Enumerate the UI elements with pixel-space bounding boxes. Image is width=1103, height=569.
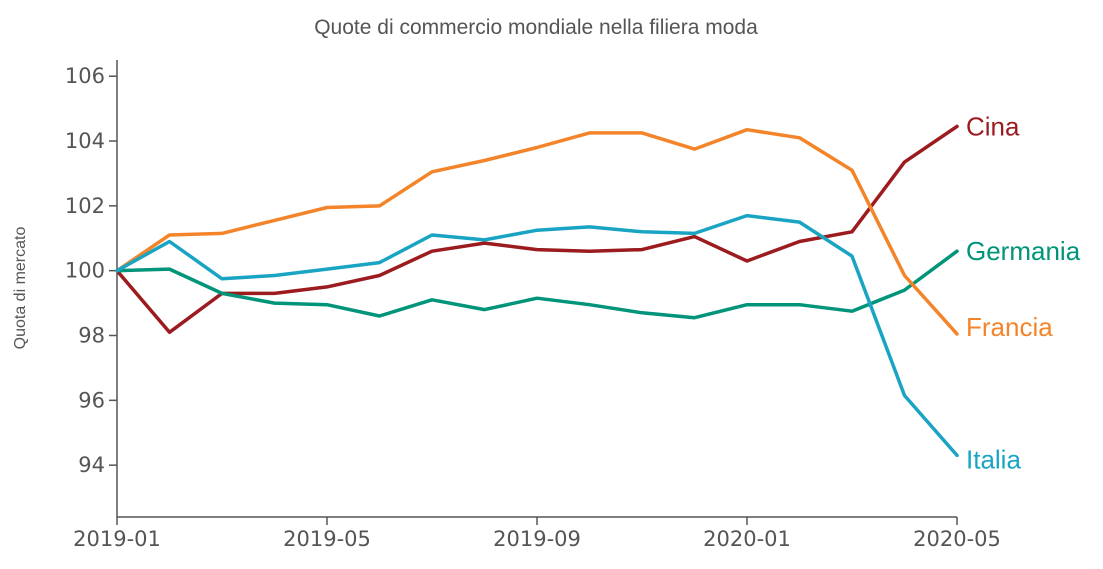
series-label-francia: Francia: [966, 312, 1053, 342]
y-tick-label: 104: [65, 129, 105, 153]
series-line-francia: [115, 127, 959, 336]
y-tick-label: 106: [65, 64, 105, 88]
y-axis-label: Quota di mercato: [12, 227, 29, 350]
y-tick-label: 94: [78, 453, 105, 477]
x-tick-label: 2019-05: [283, 527, 371, 551]
y-tick-label: 98: [78, 323, 105, 347]
series-labels: Cina Germania Francia Italia: [966, 111, 1081, 474]
y-tick-label: 100: [65, 259, 105, 283]
series-label-cina: Cina: [966, 111, 1020, 141]
chart-title: Quote di commercio mondiale nella filier…: [314, 16, 758, 39]
y-tick-label: 96: [78, 388, 105, 412]
y-tick-label: 102: [65, 194, 105, 218]
series-line-germania: [115, 249, 959, 320]
series-lines: [115, 124, 959, 458]
series-label-italia: Italia: [966, 444, 1021, 474]
y-axis-ticks: 94 96 98 100 102 104 106: [65, 64, 117, 477]
x-tick-label: 2020-05: [913, 527, 1001, 551]
series-line-italia: [115, 213, 959, 458]
series-line-cina: [115, 124, 959, 335]
x-tick-label: 2019-01: [73, 527, 161, 551]
x-tick-label: 2020-01: [703, 527, 791, 551]
x-tick-label: 2019-09: [493, 527, 581, 551]
series-label-germania: Germania: [966, 236, 1081, 266]
x-axis-ticks: 2019-01 2019-05 2019-09 2020-01 2020-05: [73, 517, 1001, 551]
